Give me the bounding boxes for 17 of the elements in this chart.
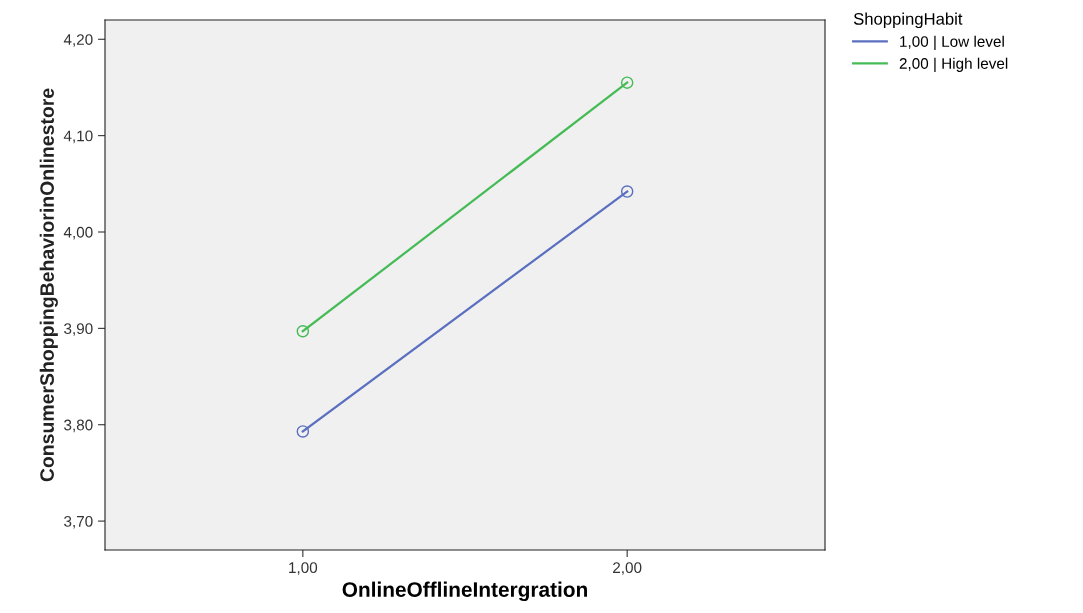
x-axis-title: OnlineOfflineIntergration <box>342 581 587 602</box>
point <box>620 76 634 89</box>
x-tick-label: 1,00 <box>289 562 318 575</box>
y-axis-title: ConsumerShoppingBehaviorinOnlinestore <box>39 88 58 482</box>
point <box>620 185 634 198</box>
y-tick-label: 4,10 <box>63 130 93 144</box>
y-tick-label: 3,80 <box>64 419 93 433</box>
legend-label: 2,00 | High level <box>899 57 1008 72</box>
legend-label: 1,00 | Low level <box>900 35 1004 51</box>
x-tick-label: 2,00 <box>613 562 642 575</box>
y-tick-label: 3,90 <box>64 323 93 336</box>
y-tick-label: 4,00 <box>63 226 93 240</box>
point <box>296 425 310 438</box>
y-tick-label: 3,70 <box>64 515 93 529</box>
legend-title: ShoppingHabit <box>853 12 963 29</box>
point <box>296 325 310 338</box>
y-tick-label: 4,20 <box>63 34 93 47</box>
